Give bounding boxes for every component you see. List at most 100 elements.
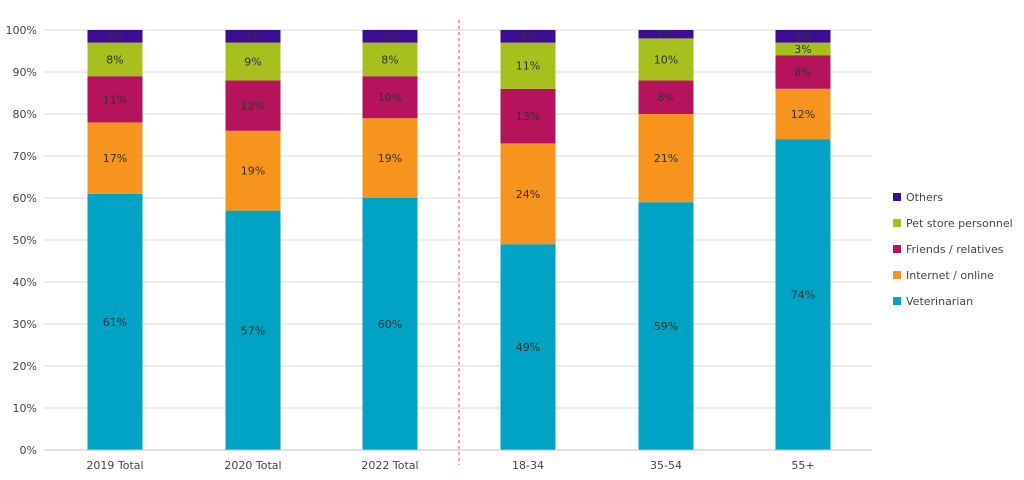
data-label: 11% [516,60,540,73]
x-axis: 2019 Total 2020 Total 2022 Total 18-34 35-54… [44,20,872,472]
data-label: 3% [106,30,123,43]
data-label: 3% [244,30,261,43]
bar-segment [362,198,418,450]
legend-swatch [893,271,901,279]
x-tick-label: 2022 Total [361,459,418,472]
bar-segment [638,114,694,203]
legend-label: Internet / online [906,269,994,282]
legend-label: Veterinarian [906,295,973,308]
bar-stack: 61% 17% 11% 8% 3% [87,30,143,451]
y-tick-label: 0% [20,444,37,457]
data-label: 10% [378,91,402,104]
x-tick-label: 2020 Total [224,459,281,472]
legend: Others Pet store personnel Friends / relat… [893,191,1013,308]
bar-segment [362,42,418,77]
y-tick-label: 10% [13,402,37,415]
data-label: 57% [241,324,265,337]
legend-swatch [893,297,901,305]
legend-swatch [893,219,901,227]
bar-segment [87,122,143,194]
data-label: 8% [106,53,123,66]
data-label: 2% [657,28,674,41]
bar-segment [638,38,694,81]
gridlines [44,29,872,451]
x-tick-label: 2019 Total [86,459,143,472]
legend-label: Pet store personnel [906,217,1013,230]
bar-segment [225,130,281,211]
data-label: 12% [241,100,265,113]
legend-item: Pet store personnel [893,217,1013,230]
bar-segment [87,30,143,43]
bar-segment [225,210,281,450]
y-tick-label: 60% [13,192,37,205]
data-label: 59% [654,320,678,333]
x-tick-label: 18-34 [512,459,544,472]
bar-stack: 74% 12% 8% 3%3% [775,30,831,450]
bar-stack: 57% 19% 12% 9% 3% [225,30,281,450]
legend-label: Friends / relatives [906,243,1004,256]
bar-stack: 60% 19% 10% 8% 3% [362,30,418,450]
bar-segment [87,42,143,77]
bar-segment [638,202,694,450]
legend-item: Veterinarian [893,295,973,308]
bar-segment [362,118,418,198]
bars: 61%17%11%8%3%57%19%12%9%3%60%19%10%8%3%4… [87,28,831,451]
bar-segment [500,244,556,450]
bar-segment [500,42,556,89]
bar-segment [87,193,143,451]
legend-swatch [893,245,901,253]
bar-segment [225,80,281,131]
bar-segment [638,80,694,114]
bar-segment [225,42,281,81]
bar-segment [362,30,418,43]
data-label: 24% [516,188,540,201]
bar-segment [775,139,831,450]
bar-stack: 59% 21% 8% 10% 2% [638,28,694,450]
y-tick-label: 100% [6,24,37,37]
bar-segment [638,30,694,39]
bar-segment [775,30,831,43]
data-label: 3% [519,30,536,43]
x-tick-label: 55+ [791,459,814,472]
y-tick-label: 20% [13,360,37,373]
y-axis: 0% 10% 20% 30% 40% 50% 60% 70% 80% 90% 100% [6,24,37,457]
bar-segment [775,42,831,56]
bar-segment [775,88,831,140]
bar-segment [500,143,556,245]
bar-segment [225,30,281,43]
legend-label: Others [906,191,943,204]
data-label: 49% [516,341,540,354]
data-label: 19% [378,152,402,165]
data-label: 60% [378,318,402,331]
data-label: 3% [794,43,811,56]
y-tick-label: 70% [13,150,37,163]
data-label: 8% [657,91,674,104]
data-label: 9% [244,56,261,69]
y-tick-label: 50% [13,234,37,247]
bar-stack: 49% 24% 13% 11% 3% [500,30,556,450]
y-tick-label: 90% [13,66,37,79]
y-tick-label: 30% [13,318,37,331]
data-label: 3% [381,30,398,43]
x-tick-label: 35-54 [650,459,682,472]
legend-item: Internet / online [893,269,994,282]
legend-item: Others [893,191,943,204]
bar-segment [500,30,556,43]
data-label: 13% [516,110,540,123]
legend-swatch [893,193,901,201]
y-tick-label: 40% [13,276,37,289]
legend-item: Friends / relatives [893,243,1004,256]
data-label: 17% [103,152,127,165]
bar-segment [362,76,418,119]
data-label: 10% [654,53,678,66]
bar-segment [775,55,831,89]
data-label: 21% [654,152,678,165]
data-label: 12% [791,108,815,121]
data-label: 61% [103,316,127,329]
data-label: 11% [103,93,127,106]
bar-segment [87,76,143,123]
data-label: 8% [794,66,811,79]
data-label: 74% [791,289,815,302]
data-label: 3% [794,30,811,43]
